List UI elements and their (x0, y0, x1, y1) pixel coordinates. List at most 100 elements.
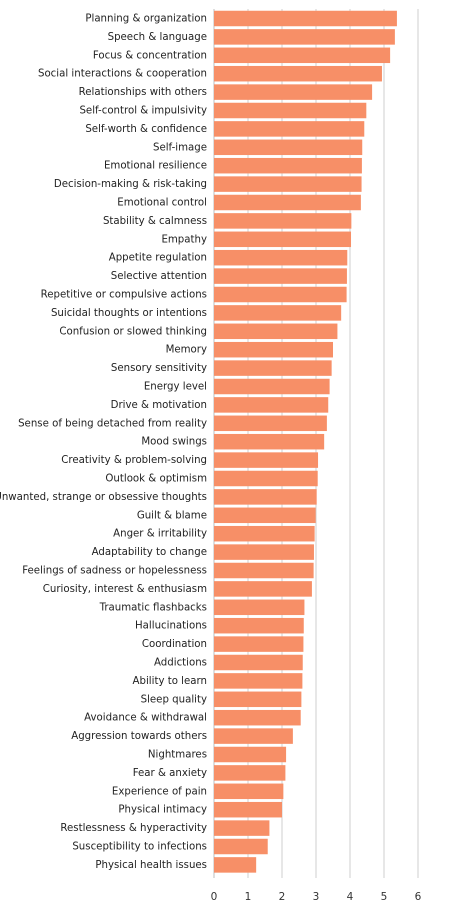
category-label: Hallucinations (135, 621, 207, 632)
category-label: Confusion or slowed thinking (59, 326, 207, 337)
category-label: Restlessness & hyperactivity (60, 823, 207, 834)
bar (214, 801, 282, 818)
category-label: Susceptibility to infections (72, 842, 207, 853)
bar (214, 157, 362, 174)
category-label: Emotional resilience (104, 161, 207, 172)
bar (214, 452, 319, 468)
bar (214, 397, 329, 413)
bar (214, 213, 352, 229)
category-label: Feelings of sadness or hopelessness (22, 566, 207, 577)
bar (214, 231, 352, 248)
bar (214, 10, 397, 27)
bar (214, 176, 362, 192)
bar (214, 783, 284, 800)
x-tick-label: 4 (347, 891, 354, 903)
bar (214, 286, 347, 303)
category-label: Self-control & impulsivity (79, 106, 207, 117)
x-tick-label: 3 (313, 891, 320, 903)
bar (214, 617, 304, 634)
category-label: Sense of being detached from reality (18, 418, 207, 429)
x-tick-label: 2 (279, 891, 286, 903)
bar (214, 562, 314, 579)
bar (214, 599, 305, 616)
bar (214, 102, 367, 119)
bars (214, 10, 397, 873)
category-label: Avoidance & withdrawal (84, 713, 207, 724)
bar (214, 65, 382, 82)
category-label: Social interactions & cooperation (38, 69, 207, 80)
bar (214, 29, 395, 45)
category-label: Selective attention (111, 271, 207, 282)
category-label: Energy level (144, 382, 207, 393)
category-label: Repetitive or compulsive actions (41, 290, 207, 301)
category-label: Appetite regulation (109, 253, 207, 264)
category-label: Experience of pain (112, 786, 207, 797)
bar (214, 121, 365, 137)
x-tick-label: 0 (211, 891, 218, 903)
bar (214, 728, 293, 744)
bar (214, 249, 348, 266)
category-label: Focus & concentration (93, 50, 207, 61)
bar (214, 691, 302, 708)
category-label: Suicidal thoughts or intentions (51, 308, 207, 319)
category-label: Speech & language (108, 32, 207, 43)
bar (214, 709, 301, 726)
category-label: Physical intimacy (118, 805, 207, 816)
bar (214, 139, 363, 156)
category-label: Memory (166, 345, 207, 356)
category-label: Relationships with others (79, 87, 207, 98)
bar (214, 525, 315, 542)
bar (214, 857, 257, 873)
category-label: Coordination (142, 639, 207, 650)
category-label: Curiosity, interest & enthusiasm (43, 584, 207, 595)
category-label: Planning & organization (85, 14, 207, 25)
category-label: Nightmares (148, 750, 207, 761)
bar (214, 305, 342, 321)
x-tick-label: 6 (415, 891, 422, 903)
bar (214, 654, 303, 671)
category-label: Aggression towards others (71, 731, 207, 742)
category-label: Outlook & optimism (105, 474, 207, 485)
bar (214, 378, 330, 395)
category-label: Drive & motivation (111, 400, 207, 411)
category-label: Traumatic flashbacks (99, 602, 207, 613)
x-tick-label: 5 (381, 891, 388, 903)
bar (214, 47, 391, 64)
bar (214, 470, 318, 487)
category-label: Adaptability to change (92, 547, 207, 558)
category-label: Self-image (153, 142, 207, 153)
bar (214, 544, 314, 560)
x-axis-ticks: 0 1 2 3 4 5 6 (211, 891, 422, 903)
bar (214, 194, 361, 211)
category-label: Unwanted, strange or obsessive thoughts (0, 492, 207, 503)
category-label: Sensory sensitivity (111, 363, 207, 374)
category-label: Creativity & problem-solving (61, 455, 207, 466)
category-label: Anger & irritability (113, 529, 207, 540)
category-label: Sleep quality (141, 694, 207, 705)
bar (214, 341, 333, 358)
bar (214, 415, 327, 432)
bar (214, 673, 303, 689)
category-label: Ability to learn (133, 676, 207, 687)
category-label: Self-worth & confidence (85, 124, 207, 135)
bar (214, 268, 347, 284)
category-label: Guilt & blame (137, 510, 207, 521)
bar (214, 838, 268, 855)
category-label: Physical health issues (95, 860, 207, 871)
bar (214, 820, 270, 836)
bar (214, 360, 332, 376)
category-label: Stability & calmness (103, 216, 207, 227)
bar (214, 489, 317, 505)
category-label: Fear & anxiety (133, 768, 207, 779)
bar (214, 323, 338, 340)
category-labels: Planning & organization Speech & language… (0, 14, 207, 871)
bar (214, 507, 316, 524)
category-label: Empathy (161, 234, 207, 245)
bar (214, 765, 286, 781)
category-label: Decision-making & risk-taking (54, 179, 207, 190)
bar (214, 581, 312, 597)
category-label: Emotional control (117, 198, 207, 209)
x-tick-label: 1 (245, 891, 252, 903)
bar (214, 746, 287, 763)
